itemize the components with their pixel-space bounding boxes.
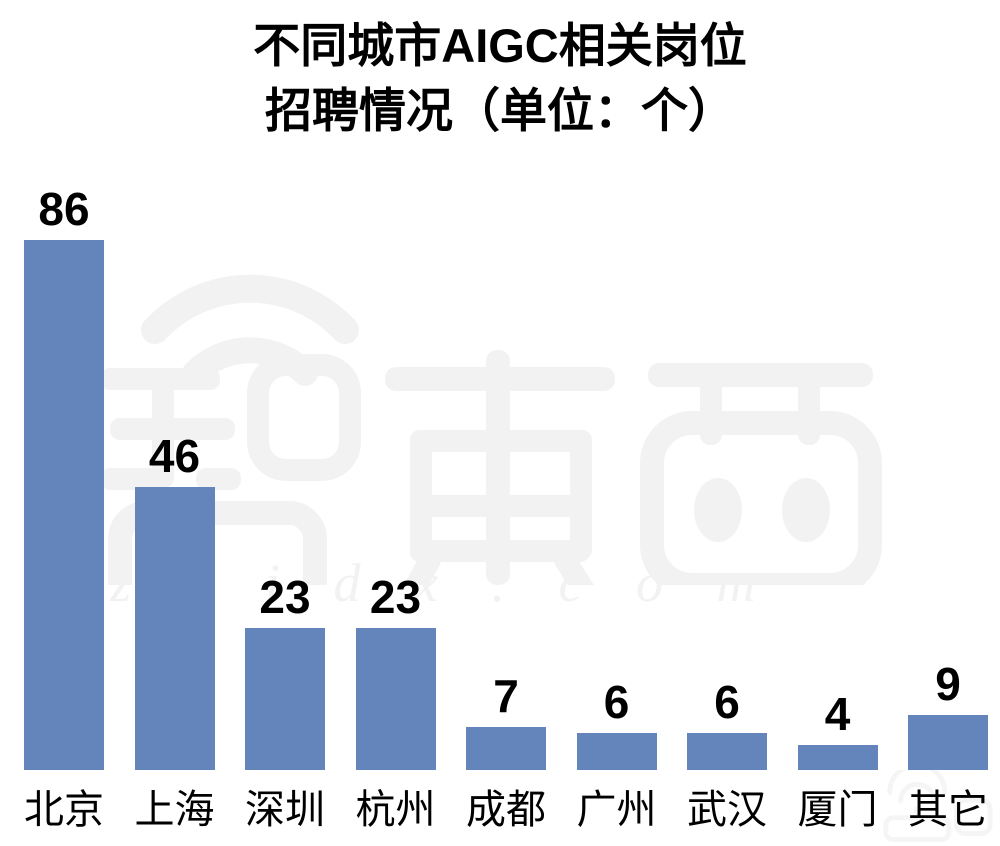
category-label-厦门: 厦门	[797, 788, 878, 832]
bar-value-label-北京: 86	[38, 182, 90, 235]
bar-group-其它: 9	[908, 661, 988, 770]
bar-group-上海: 46	[134, 433, 215, 770]
bar-北京	[24, 239, 104, 770]
bar-value-label-杭州: 23	[369, 571, 422, 624]
bar-广州	[576, 733, 657, 770]
bar-其它	[908, 714, 988, 770]
bar-value-label-其它: 9	[935, 657, 961, 710]
category-label-深圳: 深圳	[245, 788, 325, 832]
bar-group-北京: 86	[24, 186, 104, 770]
bar-成都	[466, 726, 546, 770]
chart-title-line-1: 不同城市AIGC相关岗位	[253, 19, 747, 72]
category-label-武汉: 武汉	[687, 788, 767, 832]
category-label-其它: 其它	[908, 788, 988, 832]
chart-title-line-2: 招聘情况（单位：个）	[265, 83, 735, 137]
bar-武汉	[687, 733, 767, 770]
bar-value-label-成都: 7	[493, 669, 519, 722]
bar-杭州	[355, 628, 436, 770]
bar-group-武汉: 6	[687, 679, 767, 770]
bar-group-成都: 7	[466, 673, 546, 770]
bar-group-厦门: 4	[797, 691, 878, 770]
category-label-成都: 成都	[466, 788, 546, 832]
bar-value-label-广州: 6	[603, 676, 630, 729]
chart-title: 不同城市AIGC相关岗位 招聘情况（单位：个）	[0, 14, 1000, 144]
bar-group-广州: 6	[576, 679, 657, 770]
category-label-北京: 北京	[24, 788, 104, 832]
bar-value-label-厦门: 4	[824, 688, 851, 741]
bar-value-label-上海: 46	[148, 429, 201, 482]
category-label-杭州: 杭州	[355, 788, 436, 832]
bar-value-label-深圳: 23	[259, 571, 311, 624]
bar-厦门	[797, 745, 878, 770]
bar-深圳	[245, 628, 325, 770]
bar-group-深圳: 23	[245, 574, 325, 770]
category-label-上海: 上海	[134, 788, 215, 832]
bar-value-label-武汉: 6	[714, 676, 740, 729]
bar-group-杭州: 23	[355, 574, 436, 770]
bar-上海	[134, 486, 215, 770]
category-label-广州: 广州	[576, 788, 657, 832]
